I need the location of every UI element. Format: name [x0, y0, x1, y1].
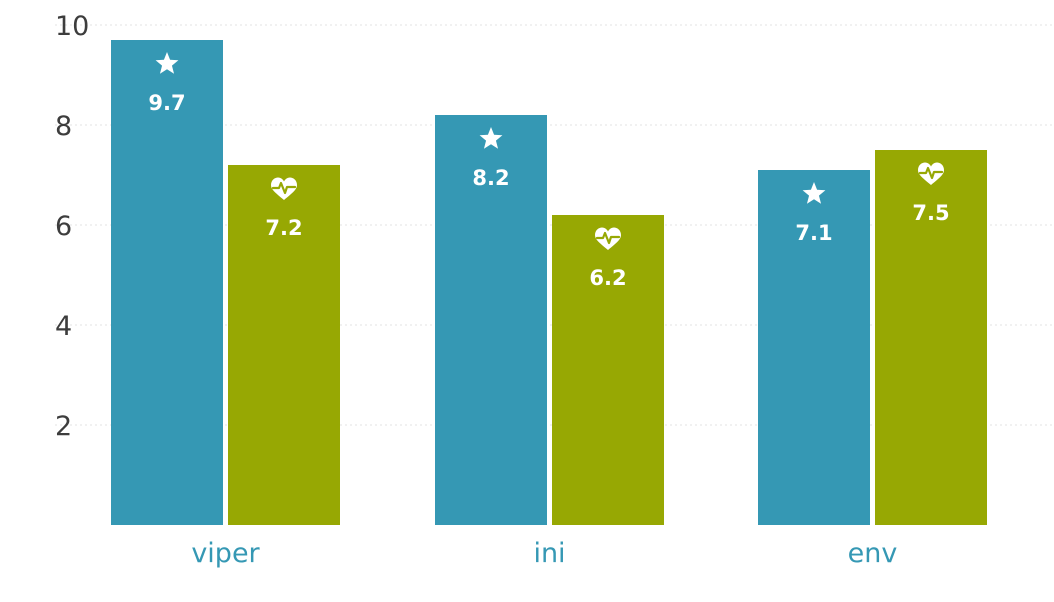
- x-tick-label: viper: [191, 538, 260, 569]
- y-tick-label: 8: [55, 111, 72, 142]
- star-icon: [802, 182, 826, 204]
- x-axis: viper ini env: [191, 538, 897, 569]
- bar-viper-2: [228, 165, 340, 525]
- y-tick-label: 10: [55, 11, 89, 42]
- bar-viper-1: [111, 40, 223, 525]
- y-tick-label: 6: [55, 211, 72, 242]
- bars: 9.7 7.2 8.2 6.2 7.1 7.5: [111, 40, 987, 525]
- data-label: 7.1: [795, 221, 832, 245]
- bar-env-2: [875, 150, 987, 525]
- x-tick-label: env: [848, 538, 898, 569]
- x-tick-label: ini: [533, 538, 565, 569]
- y-tick-label: 2: [55, 411, 72, 442]
- data-label: 8.2: [472, 166, 509, 190]
- data-label: 6.2: [589, 266, 626, 290]
- star-icon: [155, 52, 179, 74]
- data-label: 9.7: [148, 91, 185, 115]
- bar-ini-2: [552, 215, 664, 525]
- data-label: 7.2: [265, 216, 302, 240]
- data-label: 7.5: [912, 201, 949, 225]
- y-tick-label: 4: [55, 311, 72, 342]
- y-axis: 2 4 6 8 10: [55, 11, 89, 442]
- heartbeat-icon: [271, 177, 297, 200]
- star-icon: [479, 127, 503, 149]
- heartbeat-icon: [595, 227, 621, 250]
- bar-ini-1: [435, 115, 547, 525]
- bar-env-1: [758, 170, 870, 525]
- heartbeat-icon: [918, 162, 944, 185]
